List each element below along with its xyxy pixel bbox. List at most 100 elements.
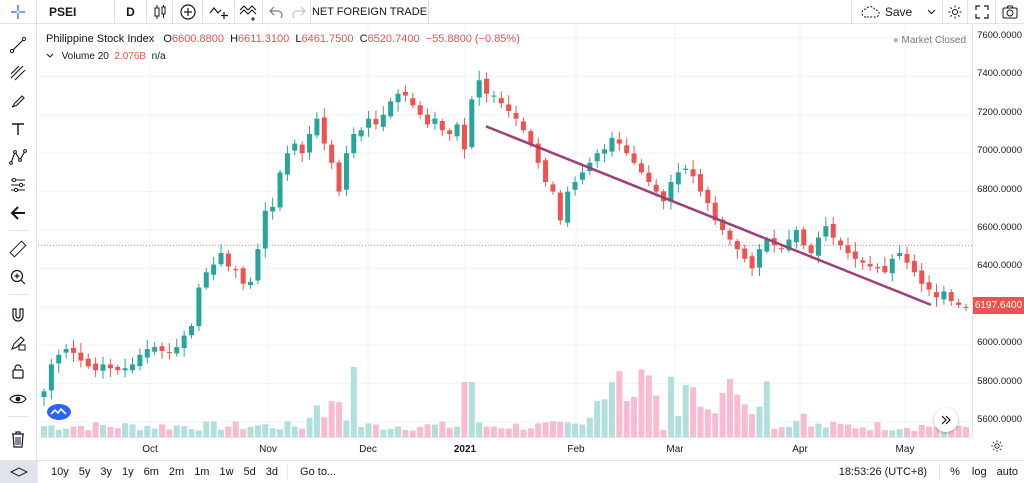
range-button-2m[interactable]: 2m — [168, 466, 185, 478]
range-button-1m[interactable]: 1m — [194, 466, 210, 478]
volume-bar — [100, 425, 107, 437]
range-button-1y[interactable]: 1y — [122, 466, 134, 478]
auto-toggle[interactable]: auto — [996, 466, 1018, 478]
trend-line-drawing — [485, 125, 932, 307]
range-button-10y[interactable]: 10y — [51, 466, 69, 478]
chevron-down-icon[interactable] — [46, 51, 56, 62]
volume-bar — [955, 425, 962, 437]
price-tick: 5800.0000 — [977, 375, 1022, 387]
candles-chart-type-icon[interactable] — [147, 0, 173, 24]
candle-body — [100, 364, 106, 371]
chart-pane[interactable] — [38, 25, 972, 437]
save-menu-chevron-icon[interactable] — [921, 0, 943, 24]
candle-body — [137, 354, 143, 367]
ruler-icon[interactable] — [6, 238, 30, 260]
crosshair-icon[interactable] — [0, 0, 37, 24]
volume-bar — [468, 382, 475, 437]
zoom-in-icon[interactable] — [6, 266, 30, 288]
patterns-icon[interactable] — [6, 146, 30, 168]
settings-gear-icon[interactable] — [943, 0, 968, 24]
range-button-6m[interactable]: 6m — [143, 466, 159, 478]
volume-bar — [631, 396, 638, 437]
volume-bar — [417, 426, 424, 437]
camera-icon[interactable] — [996, 0, 1024, 24]
candle-body — [653, 184, 659, 192]
price-tick: 7200.0000 — [977, 106, 1022, 118]
trash-icon[interactable] — [6, 428, 30, 450]
candle-body — [801, 229, 807, 246]
fullscreen-icon[interactable] — [968, 0, 996, 24]
redo-icon[interactable] — [288, 0, 311, 24]
fib-tools-icon[interactable] — [6, 62, 30, 84]
volume-bar — [926, 426, 933, 437]
collapse-panel-icon[interactable] — [0, 461, 38, 483]
indicator-net-foreign-trade[interactable]: NET FOREIGN TRADE — [311, 0, 429, 24]
volume-bar — [800, 413, 807, 437]
log-toggle[interactable]: log — [971, 466, 987, 478]
volume-bar — [461, 382, 468, 437]
prediction-tools-icon[interactable] — [6, 174, 30, 196]
price-tick: 7000.0000 — [977, 145, 1022, 157]
candle-body — [860, 260, 866, 263]
templates-icon[interactable] — [235, 0, 263, 24]
trend-line-icon[interactable] — [6, 34, 30, 56]
symbol-search[interactable]: PSEI — [37, 0, 115, 24]
volume-bar — [402, 430, 409, 437]
range-button-3d[interactable]: 3d — [265, 466, 279, 478]
candle-body — [321, 117, 327, 144]
candle-body — [78, 352, 84, 361]
candlestick-chart[interactable] — [38, 25, 972, 437]
series-legend: Philippine Stock Index O6600.8800 H6611.… — [46, 33, 520, 45]
range-button-5d[interactable]: 5d — [243, 466, 256, 478]
interval-button[interactable]: D — [115, 0, 147, 24]
volume-bar — [254, 425, 261, 437]
magnet-icon[interactable] — [6, 304, 30, 326]
goto-date-button[interactable]: Go to... — [300, 466, 337, 478]
undo-icon[interactable] — [263, 0, 288, 24]
time-axis[interactable]: Oct Nov Dec 2021 Feb Mar Apr May — [38, 437, 972, 460]
percent-toggle[interactable]: % — [950, 466, 960, 478]
time-tick: Nov — [259, 444, 277, 455]
candle-body — [956, 302, 962, 305]
time-tick: May — [895, 444, 915, 455]
scroll-to-realtime-button[interactable] — [934, 408, 958, 432]
legend-close-label: C — [359, 33, 368, 45]
candle-body — [572, 182, 578, 190]
candle-body — [366, 118, 372, 128]
candle-body — [233, 269, 239, 271]
candle-body — [329, 144, 335, 163]
volume-bar — [808, 426, 815, 437]
volume-bar — [830, 421, 837, 437]
volume-bar — [136, 430, 143, 437]
volume-bar — [867, 430, 874, 437]
candle-body — [93, 363, 99, 371]
save-button[interactable]: Save — [851, 0, 921, 24]
volume-bar — [454, 426, 461, 437]
candle-body — [240, 268, 246, 284]
volume-bar — [439, 421, 446, 437]
stay-in-drawing-mode-icon[interactable] — [6, 332, 30, 354]
range-button-3y[interactable]: 3y — [100, 466, 112, 478]
add-compare-icon[interactable] — [173, 0, 203, 24]
brush-icon[interactable] — [6, 90, 30, 112]
candle-body — [535, 143, 541, 163]
tradingview-logo-icon[interactable] — [44, 402, 74, 422]
range-button-5y[interactable]: 5y — [78, 466, 91, 478]
text-tool-icon[interactable] — [6, 118, 30, 140]
indicators-icon[interactable] — [203, 0, 235, 24]
eye-icon[interactable] — [6, 388, 30, 410]
candle-body — [852, 251, 858, 259]
range-button-1w[interactable]: 1w — [219, 466, 234, 478]
candle-body — [911, 260, 917, 273]
price-axis[interactable]: 7600.0000 7400.0000 7200.0000 7000.0000 6800… — [972, 25, 1024, 437]
axis-settings-gear-icon[interactable] — [990, 439, 1004, 458]
lock-icon[interactable] — [6, 360, 30, 382]
candle-body — [144, 349, 150, 358]
volume-bar — [520, 429, 527, 437]
volume-legend: Volume 20 2.076B n/a — [46, 51, 166, 62]
candle-body — [373, 118, 379, 125]
volume-bar — [166, 429, 173, 437]
candle-body — [874, 267, 880, 269]
clock-display[interactable]: 18:53:26 (UTC+8) — [838, 466, 928, 478]
arrow-left-icon[interactable] — [6, 202, 30, 224]
